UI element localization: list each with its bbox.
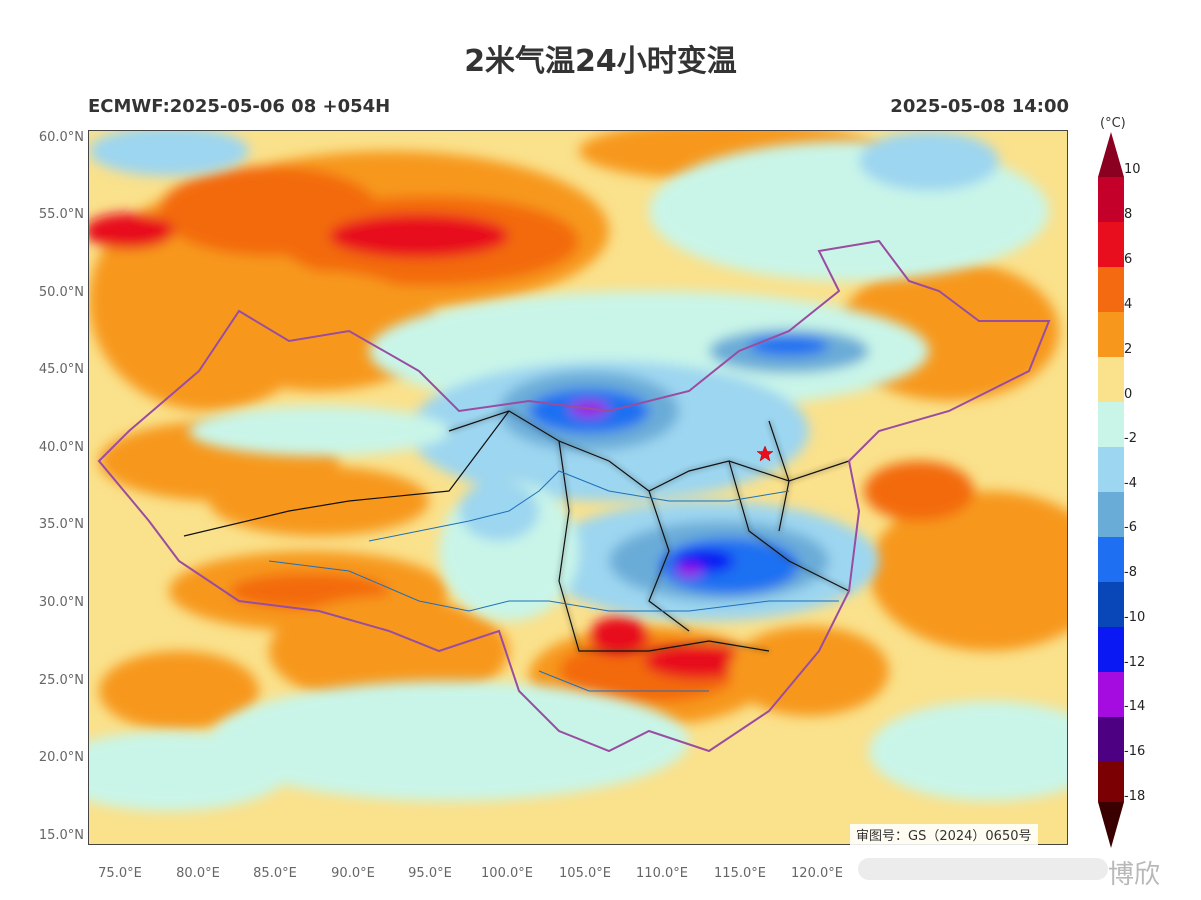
colorbar-segment (1098, 627, 1124, 672)
watermark-bar (858, 858, 1108, 880)
colorbar-segment (1098, 267, 1124, 312)
province-boundaries-sharp (183, 410, 850, 652)
colorbar-segment (1098, 672, 1124, 717)
lon-tick-75: 75.0°E (98, 866, 142, 881)
colorbar-unit: (°C) (1100, 116, 1126, 131)
lat-tick-55: 55.0°N (38, 207, 84, 222)
lon-tick-90: 90.0°E (331, 866, 375, 881)
colorbar-label-m6: -6 (1124, 520, 1137, 535)
colorbar-max-triangle (1098, 132, 1124, 177)
lon-tick-100: 100.0°E (481, 866, 533, 881)
lat-tick-35: 35.0°N (38, 517, 84, 532)
colorbar-label-m4: -4 (1124, 476, 1137, 491)
lat-tick-15: 15.0°N (38, 828, 84, 843)
colorbar-label-2: 2 (1124, 342, 1133, 357)
colorbar-segment (1098, 357, 1124, 402)
colorbar-label-m8: -8 (1124, 565, 1137, 580)
colorbar-min-triangle (1098, 802, 1124, 848)
lat-tick-50: 50.0°N (38, 285, 84, 300)
colorbar-label-6: 6 (1124, 252, 1133, 267)
watermark: 博欣 (1108, 860, 1161, 890)
lon-tick-95: 95.0°E (408, 866, 452, 881)
lon-tick-80: 80.0°E (176, 866, 220, 881)
valid-time-label: 2025-05-08 14:00 (890, 96, 1069, 117)
lat-tick-20: 20.0°N (38, 750, 84, 765)
lat-tick-30: 30.0°N (38, 595, 84, 610)
colorbar-segment (1098, 762, 1124, 802)
colorbar-label-m10: -10 (1124, 610, 1146, 625)
colorbar-label-m14: -14 (1124, 699, 1146, 714)
colorbar-segment (1098, 222, 1124, 267)
lat-tick-40: 40.0°N (38, 440, 84, 455)
map-title: 2米气温24小时变温 (464, 44, 737, 79)
lat-tick-25: 25.0°N (38, 673, 84, 688)
colorbar-segment (1098, 492, 1124, 537)
map-audit-number: 审图号：GS（2024）0650号 (850, 824, 1038, 845)
colorbar-label-m2: -2 (1124, 431, 1137, 446)
model-run-label: ECMWF:2025-05-06 08 +054H (88, 96, 391, 117)
colorbar-label-8: 8 (1124, 207, 1133, 222)
colorbar (1098, 132, 1124, 848)
lat-tick-45: 45.0°N (38, 362, 84, 377)
colorbar-label-m18: -18 (1124, 789, 1146, 804)
beijing-marker (756, 445, 774, 462)
lon-tick-85: 85.0°E (253, 866, 297, 881)
temperature-field-cool (89, 131, 1067, 811)
colorbar-label-10: 10 (1124, 162, 1141, 177)
colorbar-label-0: 0 (1124, 387, 1133, 402)
colorbar-segment (1098, 537, 1124, 582)
lon-tick-110: 110.0°E (636, 866, 688, 881)
colorbar-label-4: 4 (1124, 297, 1133, 312)
colorbar-segment (1098, 312, 1124, 357)
colorbar-label-m16: -16 (1124, 744, 1146, 759)
colorbar-segment (1098, 582, 1124, 627)
national-boundary (97, 239, 1051, 753)
colorbar-segment (1098, 177, 1124, 222)
colorbar-label-m12: -12 (1124, 655, 1146, 670)
colorbar-segment (1098, 717, 1124, 762)
lon-tick-105: 105.0°E (559, 866, 611, 881)
lat-tick-60: 60.0°N (38, 130, 84, 145)
lon-tick-115: 115.0°E (714, 866, 766, 881)
map-panel[interactable] (88, 130, 1068, 845)
colorbar-segment (1098, 402, 1124, 447)
temperature-change-map (89, 131, 1067, 844)
colorbar-segment (1098, 447, 1124, 492)
lon-tick-120: 120.0°E (791, 866, 843, 881)
rivers (268, 470, 839, 692)
